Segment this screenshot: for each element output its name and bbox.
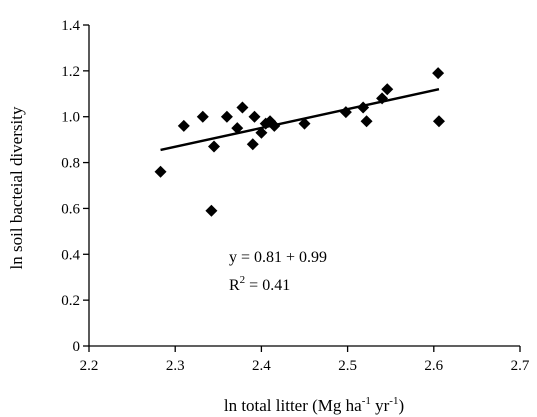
data-point — [376, 92, 389, 105]
data-point — [196, 110, 209, 123]
data-point — [231, 122, 244, 135]
r-squared: R2 = 0.41 — [229, 274, 290, 294]
y-ticks: 0 0.2 0.4 0.6 0.8 1.0 1.2 1.4 — [61, 18, 89, 355]
x-tick-label: 2.7 — [511, 358, 530, 374]
y-tick-label: 1.4 — [61, 18, 80, 34]
y-tick-label: 0.4 — [61, 247, 80, 263]
regression-equation: y = 0.81 + 0.99 — [229, 249, 327, 266]
y-tick-label: 0.8 — [61, 156, 80, 172]
y-tick-label: 1.0 — [61, 110, 80, 126]
data-point — [220, 110, 233, 123]
data-point — [154, 165, 167, 178]
data-point — [381, 83, 394, 96]
x-tick-label: 2.2 — [80, 358, 99, 374]
data-point — [298, 117, 311, 130]
data-point — [248, 110, 261, 123]
y-tick-label: 0.6 — [61, 201, 80, 217]
y-tick-label: 1.2 — [61, 64, 80, 80]
data-point — [432, 115, 445, 128]
data-point — [246, 138, 259, 151]
data-point — [205, 204, 218, 217]
x-tick-label: 2.5 — [338, 358, 357, 374]
x-ticks: 2.2 2.3 2.4 2.5 2.6 2.7 — [80, 346, 530, 374]
x-tick-label: 2.4 — [252, 358, 271, 374]
data-point — [357, 101, 370, 114]
data-point — [255, 126, 268, 139]
x-tick-label: 2.3 — [166, 358, 185, 374]
data-point — [177, 119, 190, 132]
data-point — [268, 119, 281, 132]
trend-line — [160, 88, 440, 152]
y-tick-label: 0.2 — [61, 293, 80, 309]
y-tick-label: 0 — [73, 339, 81, 355]
data-point — [236, 101, 249, 114]
data-point — [207, 140, 220, 153]
data-points — [154, 67, 445, 217]
data-point — [432, 67, 445, 80]
x-tick-label: 2.6 — [424, 358, 443, 374]
y-axis-label: ln soil bacteial diversity — [7, 106, 26, 269]
x-axis-label: ln total litter (Mg ha-1 yr-1) — [224, 395, 404, 415]
axes — [88, 25, 520, 347]
data-point — [339, 106, 352, 119]
data-point — [360, 115, 373, 128]
